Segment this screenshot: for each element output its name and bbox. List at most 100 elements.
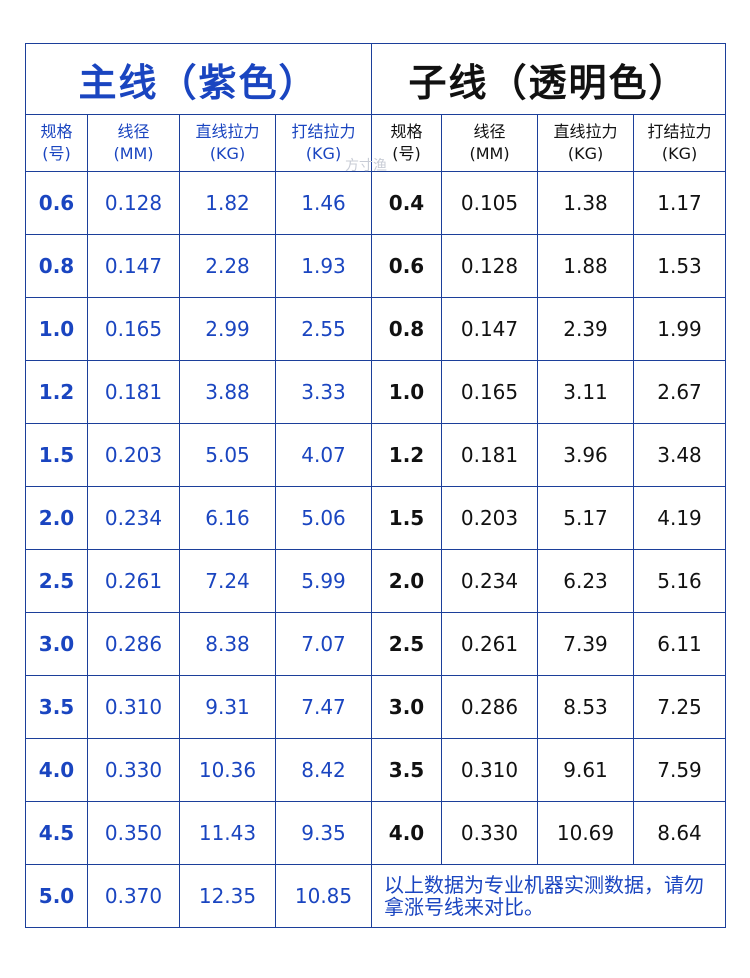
sub-value-cell: 6.11 [633,612,727,676]
fishing-line-spec-table: 主线（紫色） 子线（透明色） 规格 (号) 线径 (MM) 直线拉力 (KG) 打结拉力 (K… [24,43,727,928]
sub-value-cell: 0.128 [441,234,539,298]
sub-spec-cell: 3.5 [371,738,443,802]
sub-value-cell: 0.181 [441,423,539,487]
header-unit: (MM) [113,144,154,163]
main-header-1: 线径 (MM) [87,114,180,172]
main-value-cell: 5.05 [179,423,276,487]
main-value-cell: 0.310 [87,675,180,739]
main-value-cell: 3.33 [274,360,373,424]
main-spec-cell: 0.6 [25,171,88,235]
sub-value-cell: 0.105 [441,171,539,235]
sub-spec-cell: 0.6 [371,234,443,298]
main-value-cell: 2.99 [179,297,276,361]
header-label: 直线拉力 [553,122,618,141]
sub-value-cell: 3.48 [633,423,727,487]
sub-value-cell: 7.25 [633,675,727,739]
sub-value-cell: 0.165 [441,360,539,424]
main-value-cell: 11.43 [179,801,276,865]
header-unit: (MM) [469,144,510,163]
sub-value-cell: 8.53 [537,675,635,739]
main-spec-cell: 4.5 [25,801,88,865]
header-label: 线径 [117,122,150,141]
sub-value-cell: 8.64 [633,801,727,865]
table-row: 4.5 0.350 11.43 9.35 4.0 0.330 10.69 8.64 [25,801,727,865]
table-row: 1.0 0.165 2.99 2.55 0.8 0.147 2.39 1.99 [25,297,727,361]
table-row: 1.5 0.203 5.05 4.07 1.2 0.181 3.96 3.48 [25,423,727,487]
sub-value-cell: 3.96 [537,423,635,487]
main-value-cell: 0.165 [87,297,180,361]
sub-value-cell: 4.19 [633,486,727,550]
main-value-cell: 10.36 [179,738,276,802]
sub-spec-cell: 0.4 [371,171,443,235]
main-value-cell: 0.181 [87,360,180,424]
main-value-cell: 0.286 [87,612,180,676]
main-spec-cell: 3.0 [25,612,88,676]
sub-value-cell: 0.234 [441,549,539,613]
main-spec-cell: 3.5 [25,675,88,739]
data-note: 以上数据为专业机器实测数据，请勿拿涨号线来对比。 [371,864,727,928]
header-unit: (KG) [209,144,246,163]
sub-value-cell: 6.23 [537,549,635,613]
main-spec-cell: 5.0 [25,864,88,928]
sub-spec-cell: 1.0 [371,360,443,424]
header-label: 规格 [390,122,423,141]
sub-value-cell: 9.61 [537,738,635,802]
sub-value-cell: 5.16 [633,549,727,613]
sub-spec-cell: 2.0 [371,549,443,613]
sub-header-0: 规格 (号) [371,114,443,172]
sub-spec-cell: 4.0 [371,801,443,865]
sub-value-cell: 1.17 [633,171,727,235]
main-value-cell: 0.261 [87,549,180,613]
main-header-3: 打结拉力 (KG) [274,114,373,172]
main-value-cell: 7.24 [179,549,276,613]
sub-header-1: 线径 (MM) [441,114,539,172]
main-spec-cell: 0.8 [25,234,88,298]
main-value-cell: 5.06 [274,486,373,550]
sub-value-cell: 1.99 [633,297,727,361]
sub-value-cell: 7.59 [633,738,727,802]
sub-value-cell: 1.88 [537,234,635,298]
header-label: 打结拉力 [291,122,356,141]
table-row: 0.6 0.128 1.82 1.46 0.4 0.105 1.38 1.17 [25,171,727,235]
main-value-cell: 1.46 [274,171,373,235]
table-row: 1.2 0.181 3.88 3.33 1.0 0.165 3.11 2.67 [25,360,727,424]
main-value-cell: 0.128 [87,171,180,235]
sub-value-cell: 0.310 [441,738,539,802]
header-label: 打结拉力 [647,122,712,141]
sub-value-cell: 3.11 [537,360,635,424]
main-header-2: 直线拉力 (KG) [179,114,276,172]
header-unit: (KG) [661,144,698,163]
sub-value-cell: 0.147 [441,297,539,361]
header-unit: (KG) [305,144,342,163]
main-value-cell: 9.31 [179,675,276,739]
header-unit: (号) [42,144,71,163]
sub-spec-cell: 0.8 [371,297,443,361]
table-row: 3.0 0.286 8.38 7.07 2.5 0.261 7.39 6.11 [25,612,727,676]
sub-value-cell: 1.53 [633,234,727,298]
main-spec-cell: 1.0 [25,297,88,361]
sub-value-cell: 0.203 [441,486,539,550]
main-value-cell: 4.07 [274,423,373,487]
header-unit: (号) [392,144,421,163]
sub-value-cell: 5.17 [537,486,635,550]
main-value-cell: 0.147 [87,234,180,298]
table-row: 2.5 0.261 7.24 5.99 2.0 0.234 6.23 5.16 [25,549,727,613]
sub-spec-cell: 1.2 [371,423,443,487]
header-label: 线径 [473,122,506,141]
main-value-cell: 8.42 [274,738,373,802]
main-spec-cell: 1.5 [25,423,88,487]
main-value-cell: 12.35 [179,864,276,928]
header-label: 直线拉力 [195,122,260,141]
table-row: 4.0 0.330 10.36 8.42 3.5 0.310 9.61 7.59 [25,738,727,802]
main-value-cell: 0.203 [87,423,180,487]
spec-table-container: 主线（紫色） 子线（透明色） 规格 (号) 线径 (MM) 直线拉力 (KG) 打结拉力 (K… [24,43,727,928]
table-row: 3.5 0.310 9.31 7.47 3.0 0.286 8.53 7.25 [25,675,727,739]
main-value-cell: 2.55 [274,297,373,361]
main-value-cell: 8.38 [179,612,276,676]
sub-line-title: 子线（透明色） [371,43,727,115]
sub-spec-cell: 2.5 [371,612,443,676]
sub-value-cell: 2.39 [537,297,635,361]
main-value-cell: 0.370 [87,864,180,928]
table-row: 2.0 0.234 6.16 5.06 1.5 0.203 5.17 4.19 [25,486,727,550]
watermark: 方寸渔 [345,158,387,174]
